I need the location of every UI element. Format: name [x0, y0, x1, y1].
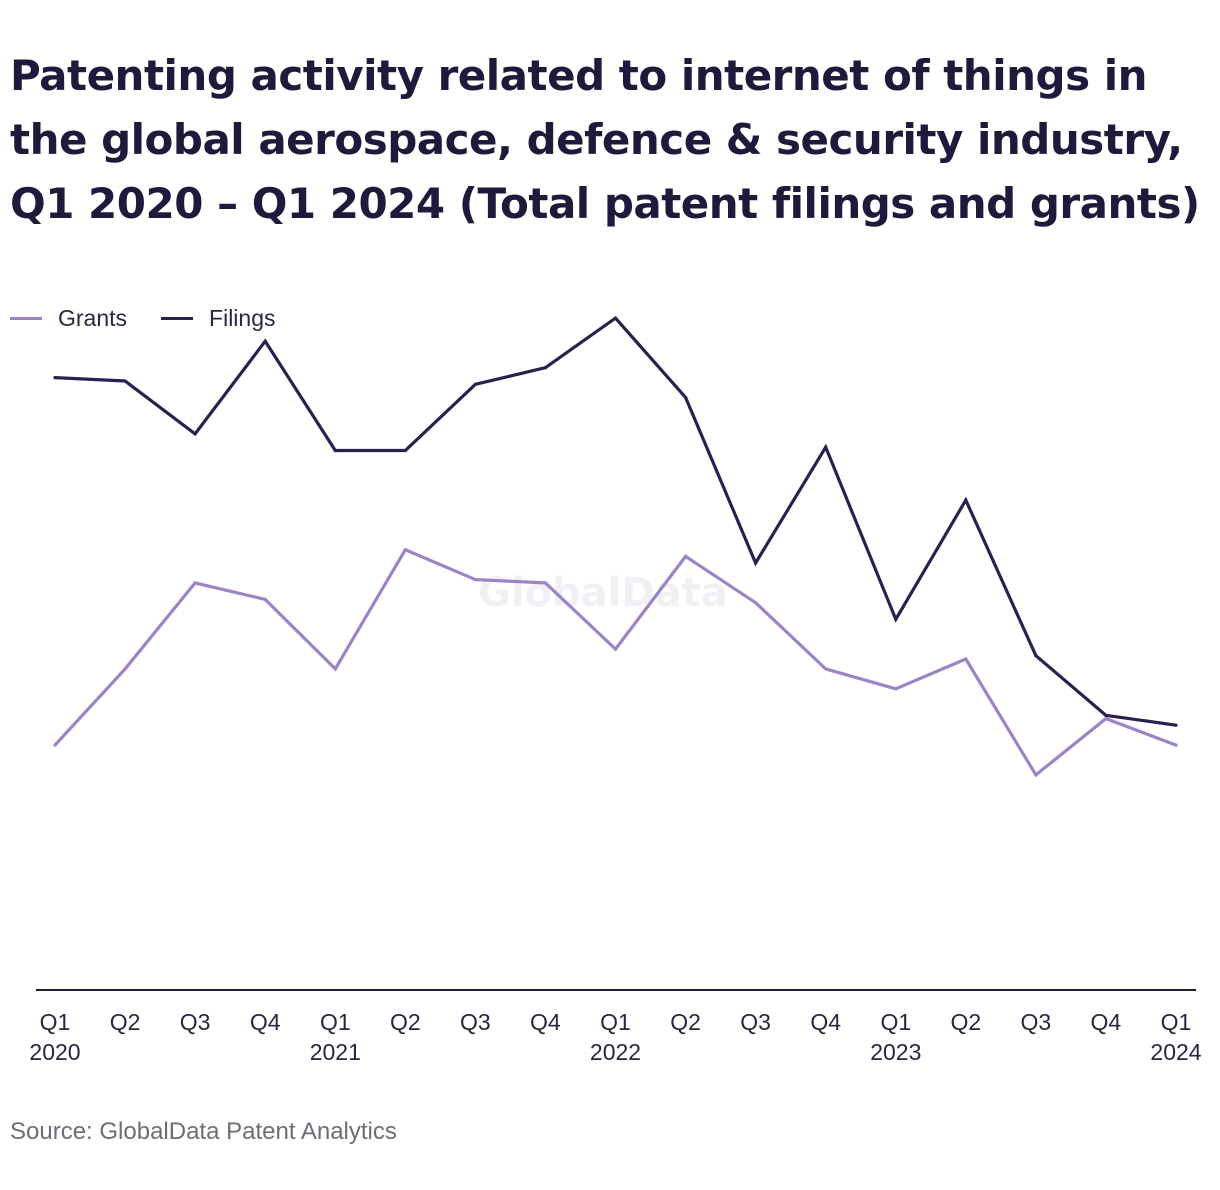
data-point-filings	[543, 366, 548, 370]
x-tick-label-quarter: Q3	[180, 1009, 211, 1035]
x-tick-label-quarter: Q3	[1021, 1009, 1052, 1035]
x-tick-labels: Q1 2020 Q2 Q3 Q4 Q1 2021 Q2 Q3 Q4 Q1 2022 Q2 Q3 Q4 Q1 20…	[29, 1009, 1201, 1065]
x-tick-label-quarter: Q1	[880, 1009, 911, 1035]
x-tick-label-year: 2021	[310, 1039, 361, 1065]
x-tick-label-year: 2020	[29, 1039, 80, 1065]
data-point-grants	[1034, 773, 1038, 777]
series-layer	[53, 315, 1178, 778]
x-tick-label-year: 2022	[590, 1039, 641, 1065]
x-tick-label-quarter: Q3	[740, 1009, 771, 1035]
data-point-filings	[123, 379, 127, 383]
legend-item-filings: Filings	[161, 305, 276, 332]
series-line-grants	[53, 547, 1177, 778]
x-tick-label-quarter: Q4	[530, 1009, 561, 1035]
data-point-filings	[894, 617, 898, 621]
data-point-grants	[403, 548, 407, 552]
data-point-filings	[824, 445, 828, 449]
x-tick-label-quarter: Q2	[110, 1009, 141, 1035]
data-point-filings	[1174, 723, 1178, 727]
data-point-grants	[123, 667, 127, 671]
data-point-filings	[53, 376, 57, 380]
data-point-grants	[333, 667, 337, 671]
x-tick-label-quarter: Q2	[950, 1009, 981, 1035]
data-point-grants	[964, 657, 968, 661]
data-point-filings	[1104, 713, 1108, 717]
data-point-filings	[613, 316, 618, 320]
x-tick-label-quarter: Q4	[250, 1009, 281, 1035]
series-line-filings	[54, 315, 1177, 727]
legend-label-filings: Filings	[209, 305, 276, 331]
data-point-filings	[473, 382, 477, 386]
data-point-filings	[333, 448, 337, 453]
data-point-grants	[543, 581, 548, 585]
x-tick-label-quarter: Q1	[320, 1009, 351, 1035]
legend-swatch-grants	[10, 317, 42, 320]
legend-swatch-filings	[161, 317, 194, 320]
data-point-grants	[613, 647, 618, 651]
data-point-grants	[1174, 743, 1178, 747]
legend: Grants Filings	[10, 305, 310, 332]
series-grants	[53, 547, 1178, 778]
data-point-filings	[754, 561, 758, 565]
data-point-filings	[403, 448, 407, 453]
data-point-grants	[193, 581, 197, 585]
x-tick-label-quarter: Q4	[1091, 1009, 1122, 1035]
source-note: Source: GlobalData Patent Analytics	[10, 1118, 397, 1145]
legend-item-grants: Grants	[10, 305, 127, 332]
data-point-grants	[53, 743, 57, 747]
data-point-grants	[684, 554, 688, 559]
x-tick-label-quarter: Q2	[390, 1009, 421, 1035]
x-tick-label-year: 2023	[870, 1039, 921, 1065]
x-tick-label-quarter: Q3	[460, 1009, 491, 1035]
data-point-filings	[684, 395, 688, 400]
series-filings	[53, 315, 1178, 727]
x-tick-label-quarter: Q1	[40, 1009, 71, 1035]
data-point-grants	[824, 667, 828, 671]
x-tick-label-quarter: Q1	[1161, 1009, 1192, 1035]
data-point-grants	[754, 601, 758, 605]
data-point-grants	[894, 687, 898, 691]
x-tick-label-quarter: Q1	[600, 1009, 631, 1035]
x-tick-label-year: 2024	[1150, 1039, 1201, 1065]
x-tick-label-quarter: Q4	[810, 1009, 841, 1035]
data-point-grants	[473, 578, 477, 582]
data-point-filings	[1034, 654, 1038, 658]
data-point-grants	[1104, 717, 1108, 721]
data-point-filings	[263, 339, 267, 343]
legend-label-grants: Grants	[58, 305, 128, 331]
data-point-filings	[193, 432, 197, 436]
data-point-grants	[263, 597, 267, 602]
chart-title: Patenting activity related to internet o…	[10, 51, 1200, 228]
x-tick-label-quarter: Q2	[670, 1009, 701, 1035]
data-point-filings	[964, 498, 968, 502]
